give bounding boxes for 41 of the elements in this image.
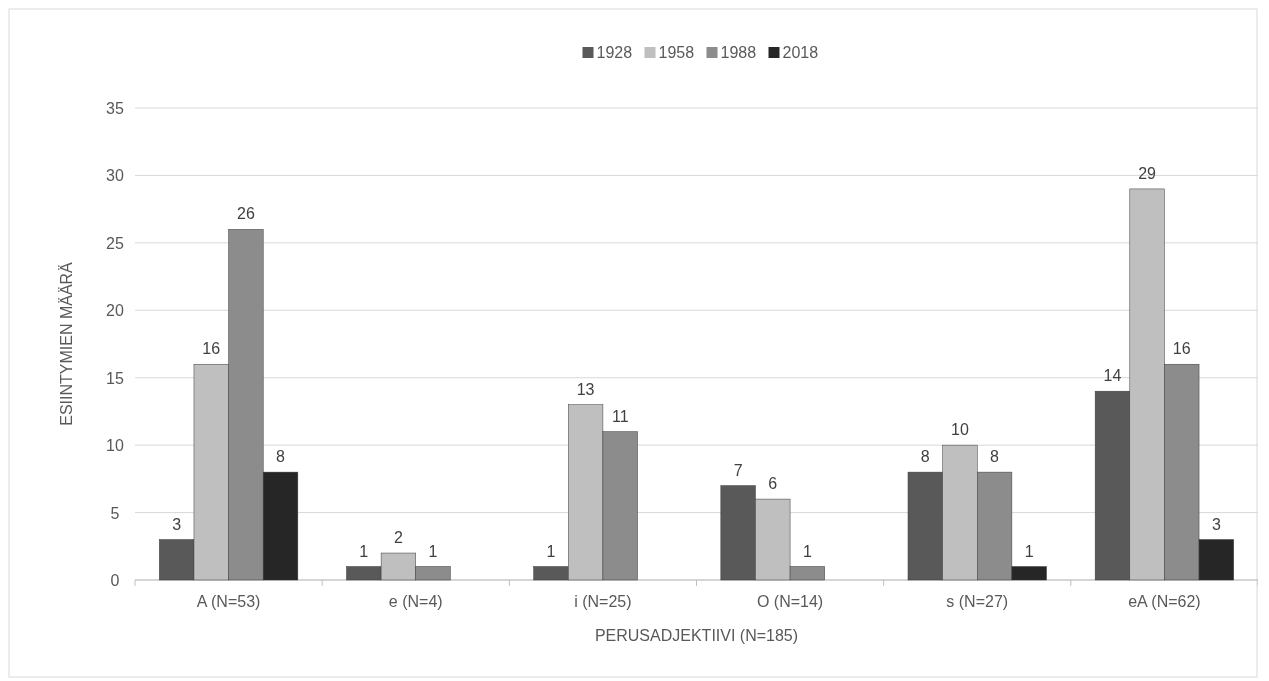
data-label: 3 xyxy=(172,515,182,533)
x-tick-label: e (N=4) xyxy=(388,593,443,610)
data-label: 29 xyxy=(1138,164,1157,182)
y-axis-title: ESIINTYMIEN MÄÄRÄ xyxy=(58,261,75,426)
legend-label: 1988 xyxy=(720,44,757,61)
data-label: 8 xyxy=(920,448,930,466)
x-tick-label: O (N=14) xyxy=(756,593,824,610)
data-label: 1 xyxy=(359,542,369,560)
data-label: 1 xyxy=(1024,542,1034,560)
data-label: 16 xyxy=(1172,340,1191,358)
x-tick-label: A (N=53) xyxy=(196,593,261,610)
data-label: 16 xyxy=(202,340,221,358)
x-tick-label: eA (N=62) xyxy=(1128,593,1201,610)
x-tick-label: i (N=25) xyxy=(574,593,632,610)
legend-label: 1958 xyxy=(658,44,695,61)
data-label: 13 xyxy=(576,380,595,398)
y-tick-label: 30 xyxy=(106,167,124,185)
legend-label: 1928 xyxy=(596,44,633,61)
y-tick-label: 25 xyxy=(106,234,124,252)
data-label: 1 xyxy=(546,542,556,560)
data-label: 8 xyxy=(990,448,1000,466)
data-label: 10 xyxy=(951,421,969,439)
y-tick-label: 35 xyxy=(106,100,124,117)
data-label: 8 xyxy=(276,448,286,466)
data-label: 6 xyxy=(768,475,778,493)
y-tick-label: 10 xyxy=(106,437,124,455)
y-tick-label: 15 xyxy=(106,369,124,387)
y-tick-label: 0 xyxy=(110,572,120,589)
y-tick-label: 20 xyxy=(106,302,124,320)
data-label: 14 xyxy=(1103,367,1122,385)
data-label: 2 xyxy=(393,529,403,547)
data-label: 1 xyxy=(802,542,812,560)
data-label: 26 xyxy=(237,205,255,223)
x-tick-label: s (N=27) xyxy=(946,593,1009,610)
data-label: 11 xyxy=(611,407,629,425)
x-axis-title: PERUSADJEKTIIVI (N=185) xyxy=(594,627,799,644)
data-label: 7 xyxy=(733,461,743,479)
data-label: 3 xyxy=(1211,515,1221,533)
data-label: 1 xyxy=(428,542,438,560)
y-tick-label: 5 xyxy=(110,504,120,522)
legend-label: 2018 xyxy=(782,44,819,61)
